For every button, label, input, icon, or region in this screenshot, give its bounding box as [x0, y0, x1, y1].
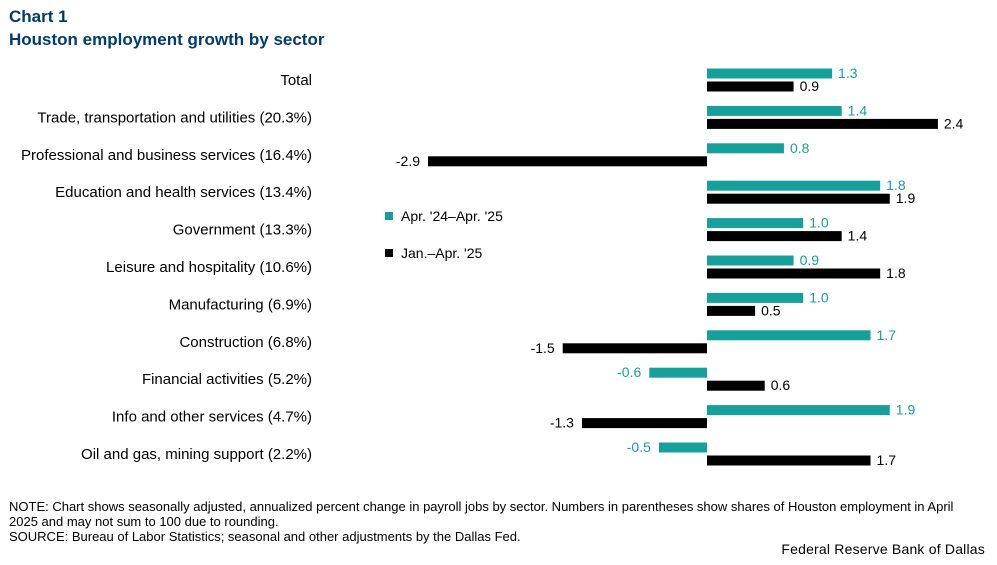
data-label: 1.4 — [848, 102, 868, 118]
data-label: 1.4 — [848, 228, 868, 244]
category-label: Oil and gas, mining support (2.2%) — [81, 446, 312, 463]
data-label: 0.6 — [771, 377, 791, 393]
data-label: 1.7 — [877, 452, 897, 468]
bar-jan-apr25 — [707, 81, 794, 92]
source-text: SOURCE: Bureau of Labor Statistics; seas… — [9, 529, 521, 544]
data-label: 0.9 — [800, 78, 820, 94]
bar-jan-apr25 — [428, 156, 707, 167]
bar-jan-apr25 — [707, 193, 890, 204]
bar-jan-apr25 — [707, 231, 842, 242]
data-label: -0.5 — [627, 439, 651, 455]
data-label: 1.7 — [877, 327, 897, 343]
bar-jan-apr25 — [707, 380, 765, 391]
bar-jan-apr25 — [707, 118, 938, 129]
bar-jan-apr25 — [707, 268, 881, 279]
bar-apr24-apr25 — [707, 68, 833, 79]
chart-number: Chart 1 — [9, 7, 68, 26]
data-label: 0.8 — [790, 140, 810, 156]
category-label: Financial activities (5.2%) — [142, 371, 312, 388]
data-label: 1.8 — [886, 177, 906, 193]
bar-apr24-apr25 — [649, 367, 707, 378]
data-label: 1.3 — [838, 65, 858, 81]
data-label: -1.3 — [550, 415, 574, 431]
bar-apr24-apr25 — [707, 218, 804, 229]
chart-notes: NOTE: Chart shows seasonally adjusted, a… — [9, 499, 984, 544]
bar-apr24-apr25 — [707, 105, 842, 116]
data-label: 1.9 — [896, 402, 916, 418]
category-label: Total — [280, 72, 312, 89]
category-label: Construction (6.8%) — [179, 334, 312, 351]
chart-title: Chart 1 Houston employment growth by sec… — [9, 5, 324, 51]
data-label: 1.9 — [896, 190, 916, 206]
data-label: 1.8 — [886, 265, 906, 281]
data-label: -1.5 — [531, 340, 555, 356]
bar-apr24-apr25 — [707, 255, 794, 266]
category-label: Leisure and hospitality (10.6%) — [106, 259, 312, 276]
data-label: 1.0 — [809, 289, 829, 305]
data-label: -0.6 — [617, 364, 641, 380]
category-label: Manufacturing (6.9%) — [169, 296, 312, 313]
data-label: 2.4 — [944, 115, 964, 131]
bar-jan-apr25 — [707, 455, 871, 466]
bar-apr24-apr25 — [707, 292, 804, 303]
category-label: Info and other services (4.7%) — [112, 409, 312, 426]
data-label: -2.9 — [396, 153, 420, 169]
bar-apr24-apr25 — [658, 442, 707, 453]
note-text: NOTE: Chart shows seasonally adjusted, a… — [9, 499, 954, 529]
bar-jan-apr25 — [562, 343, 707, 354]
category-label: Professional and business services (16.4… — [21, 147, 312, 164]
bar-jan-apr25 — [581, 418, 707, 429]
category-label: Education and health services (13.4%) — [55, 184, 312, 201]
category-label: Trade, transportation and utilities (20.… — [37, 109, 312, 126]
bar-apr24-apr25 — [707, 405, 890, 416]
credit-text: Federal Reserve Bank of Dallas — [781, 541, 985, 557]
data-label: 0.9 — [800, 252, 820, 268]
chart-heading: Houston employment growth by sector — [9, 30, 325, 49]
legend-swatch — [385, 212, 393, 220]
bar-apr24-apr25 — [707, 180, 881, 191]
bar-apr24-apr25 — [707, 143, 784, 154]
bar-apr24-apr25 — [707, 330, 871, 341]
bar-jan-apr25 — [707, 305, 756, 316]
legend-swatch — [385, 249, 393, 257]
category-label: Government (13.3%) — [173, 222, 312, 239]
legend-label: Apr. '24–Apr. '25 — [401, 208, 503, 224]
data-label: 0.5 — [761, 302, 781, 318]
bar-chart: Total 1.3 0.9 Trade, transportation and uti… — [21, 65, 964, 468]
legend-label: Jan.–Apr. '25 — [401, 245, 483, 261]
data-label: 1.0 — [809, 215, 829, 231]
